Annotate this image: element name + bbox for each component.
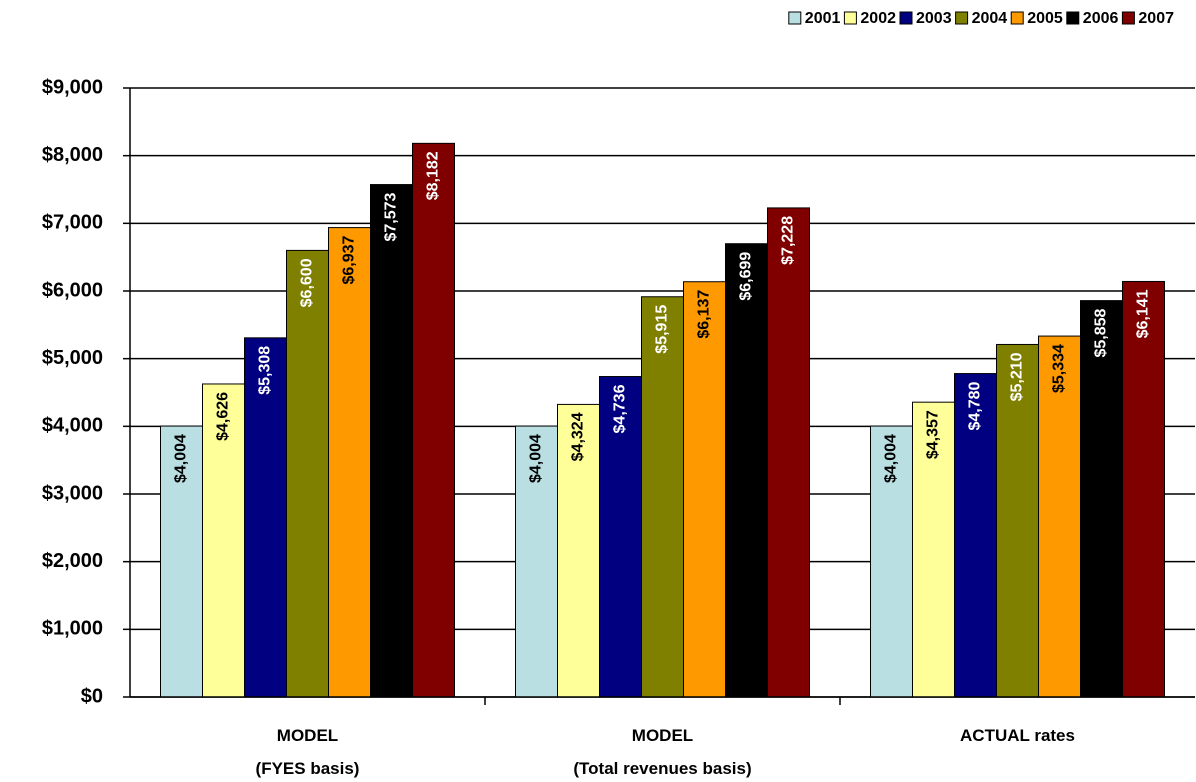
legend-label: 2001 (805, 10, 841, 27)
bar (870, 425, 913, 698)
value-label: $4,004 (528, 434, 545, 483)
legend-swatch (843, 11, 857, 25)
bar (160, 425, 203, 698)
bar (370, 184, 413, 698)
legend-swatch (1066, 11, 1080, 25)
value-label: $7,228 (780, 216, 797, 265)
legend-swatch (1010, 11, 1024, 25)
bar (412, 142, 455, 698)
legend-label: 2007 (1138, 10, 1174, 27)
bar (683, 281, 726, 698)
legend-label: 2002 (860, 10, 896, 27)
value-label: $8,182 (425, 151, 442, 200)
y-tick-label: $1,000 (42, 618, 103, 640)
y-tick-label: $0 (81, 685, 103, 707)
y-tick-label: $5,000 (42, 347, 103, 369)
value-label: $6,937 (341, 235, 358, 284)
legend-label: 2006 (1083, 10, 1119, 27)
bar (202, 383, 245, 698)
value-label: $7,573 (383, 192, 400, 241)
y-tick-label: $3,000 (42, 482, 103, 504)
y-tick-label: $4,000 (42, 415, 103, 437)
bar (515, 425, 558, 698)
value-label: $6,141 (1135, 289, 1152, 338)
value-label: $6,137 (696, 290, 713, 339)
x-tick-label: MODEL (Total revenues basis) (573, 726, 751, 778)
value-label: $5,858 (1093, 309, 1110, 358)
legend-label: 2003 (916, 10, 952, 27)
bar (767, 207, 810, 698)
value-label: $5,308 (257, 346, 274, 395)
bar (1122, 280, 1165, 698)
value-label: $5,334 (1051, 344, 1068, 393)
legend-label: 2004 (972, 10, 1008, 27)
bar (912, 401, 955, 698)
y-tick-label: $7,000 (42, 212, 103, 234)
legend-swatch (788, 11, 802, 25)
bar (641, 296, 684, 698)
bar (286, 249, 329, 698)
bar (244, 337, 287, 698)
value-label: $4,004 (173, 434, 190, 483)
legend-swatch (955, 11, 969, 25)
value-label: $6,600 (299, 258, 316, 307)
bar (1080, 300, 1123, 698)
x-tick-label: ACTUAL rates (960, 726, 1075, 745)
legend-swatch (1121, 11, 1135, 25)
value-label: $5,210 (1009, 352, 1026, 401)
value-label: $5,915 (654, 305, 671, 354)
value-label: $4,780 (967, 381, 984, 430)
value-label: $4,626 (215, 392, 232, 441)
y-tick-label: $9,000 (42, 76, 103, 98)
y-tick-label: $2,000 (42, 550, 103, 572)
value-label: $4,736 (612, 384, 629, 433)
value-label: $4,357 (925, 410, 942, 459)
value-label: $6,699 (738, 252, 755, 301)
bar (1038, 335, 1081, 698)
legend-swatch (899, 11, 913, 25)
bar (557, 403, 600, 698)
y-tick-label: $8,000 (42, 144, 103, 166)
bar (725, 243, 768, 698)
y-tick-label: $6,000 (42, 279, 103, 301)
value-label: $4,324 (570, 412, 587, 461)
legend-label: 2005 (1027, 10, 1063, 27)
x-tick-label: MODEL (FYES basis) (256, 726, 360, 778)
bar (328, 227, 371, 698)
value-label: $4,004 (883, 434, 900, 483)
bar (996, 343, 1039, 698)
